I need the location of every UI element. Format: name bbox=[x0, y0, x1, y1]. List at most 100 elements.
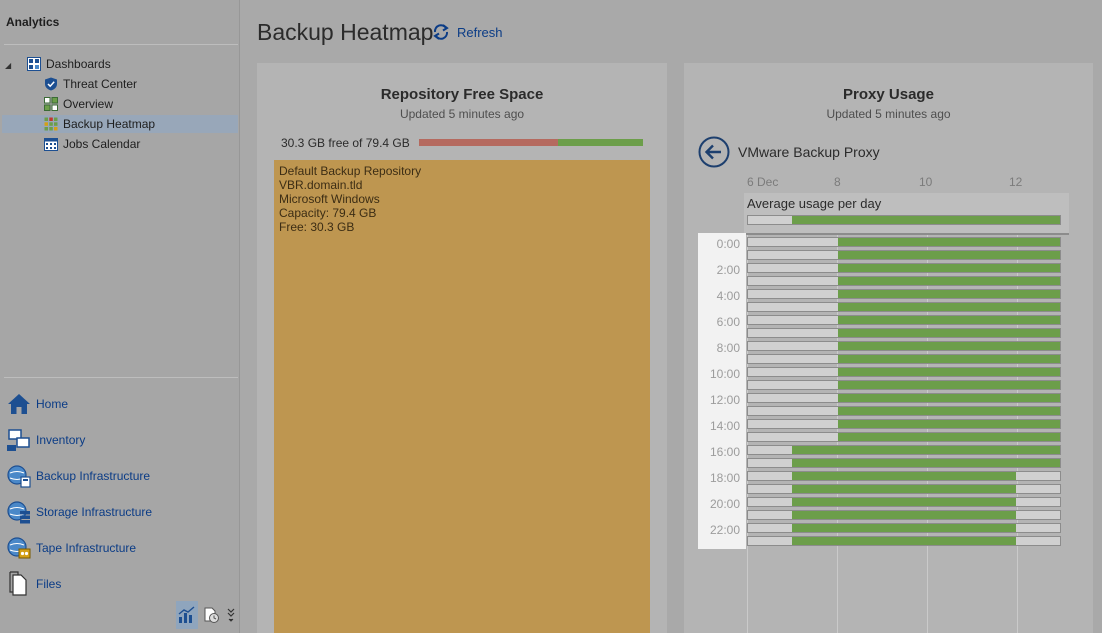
hour-label: 4:00 bbox=[716, 289, 740, 303]
heatmap-row[interactable] bbox=[747, 471, 1061, 481]
tree-item-threat-center[interactable]: Threat Center bbox=[44, 75, 137, 93]
more-icon bbox=[227, 608, 235, 622]
heatmap-row[interactable] bbox=[747, 367, 1061, 377]
repository-free: Free: 30.3 GB bbox=[279, 220, 355, 234]
tree-item-label: Backup Heatmap bbox=[63, 117, 156, 131]
more-views-button[interactable] bbox=[224, 601, 238, 629]
repository-tile[interactable]: Default Backup Repository VBR.domain.tld… bbox=[274, 160, 650, 633]
heatmap-row[interactable] bbox=[747, 341, 1061, 351]
hour-label: 20:00 bbox=[709, 497, 740, 511]
heatmap-row[interactable] bbox=[747, 536, 1061, 546]
back-arrow-icon[interactable] bbox=[698, 136, 730, 168]
proxy-header: VMware Backup Proxy bbox=[698, 136, 880, 168]
nav-item-label: Storage Infrastructure bbox=[36, 505, 153, 519]
backup-infrastructure-icon bbox=[7, 465, 31, 488]
proxy-usage-panel: Proxy Usage Updated 5 minutes ago VMware… bbox=[684, 63, 1093, 633]
tree-item-backup-heatmap[interactable]: Backup Heatmap bbox=[2, 115, 238, 133]
heatmap-row[interactable] bbox=[747, 263, 1061, 273]
nav-item-inventory[interactable]: Inventory bbox=[6, 426, 85, 454]
heatmap-row[interactable] bbox=[747, 380, 1061, 390]
refresh-button[interactable]: Refresh bbox=[432, 23, 503, 41]
average-usage-box: Average usage per day bbox=[744, 193, 1069, 235]
heatmap-row[interactable] bbox=[747, 328, 1061, 338]
tree-item-jobs-calendar[interactable]: Jobs Calendar bbox=[44, 135, 140, 153]
heatmap-usage-fill bbox=[791, 472, 1017, 480]
refresh-icon bbox=[433, 24, 449, 40]
heatmap-row[interactable] bbox=[747, 510, 1061, 520]
repository-name: Default Backup Repository bbox=[279, 164, 422, 178]
heatmap-usage-fill bbox=[838, 394, 1060, 402]
heatmap-row[interactable] bbox=[747, 354, 1061, 364]
hour-label: 14:00 bbox=[709, 419, 740, 433]
tape-infrastructure-icon bbox=[7, 537, 31, 559]
heatmap-row[interactable] bbox=[747, 302, 1061, 312]
sidebar: Analytics ◢ Dashboards Threat Center Ove… bbox=[0, 0, 240, 633]
page-title: Backup Heatmap bbox=[257, 19, 434, 45]
tree-item-overview[interactable]: Overview bbox=[44, 95, 113, 113]
heatmap-usage-fill bbox=[838, 433, 1060, 441]
tree-item-dashboards[interactable]: Dashboards bbox=[27, 55, 111, 73]
hour-labels-column: 0:00 2:00 4:00 6:00 8:00 10:00 12:00 14:… bbox=[698, 233, 746, 549]
hour-label: 22:00 bbox=[709, 523, 740, 537]
history-view-button[interactable] bbox=[200, 601, 222, 629]
x-axis-label: 10 bbox=[919, 175, 933, 189]
nav-item-label: Backup Infrastructure bbox=[36, 469, 151, 483]
heatmap-row[interactable] bbox=[747, 315, 1061, 325]
analytics-view-button[interactable] bbox=[176, 601, 198, 629]
heatmap-usage-fill bbox=[791, 524, 1017, 532]
heatmap-row[interactable] bbox=[747, 406, 1061, 416]
proxy-panel-updated: Updated 5 minutes ago bbox=[826, 107, 951, 121]
proxy-name: VMware Backup Proxy bbox=[738, 144, 880, 160]
heatmap-row[interactable] bbox=[747, 250, 1061, 260]
nav-item-backup-infrastructure[interactable]: Backup Infrastructure bbox=[6, 462, 150, 490]
heatmap-row[interactable] bbox=[747, 458, 1061, 468]
nav-item-files[interactable]: Files bbox=[6, 570, 61, 598]
repository-os: Microsoft Windows bbox=[279, 192, 380, 206]
dashboard-icon bbox=[27, 57, 41, 71]
repository-panel-updated: Updated 5 minutes ago bbox=[399, 107, 525, 121]
x-axis-label: 6 Dec bbox=[747, 175, 779, 189]
heatmap-usage-fill bbox=[838, 251, 1060, 259]
repository-capacity: Capacity: 79.4 GB bbox=[279, 206, 377, 220]
heatmap-usage-fill bbox=[791, 485, 1017, 493]
refresh-label: Refresh bbox=[457, 24, 503, 40]
heatmap-usage-fill bbox=[838, 420, 1060, 428]
repository-host: VBR.domain.tld bbox=[279, 178, 363, 192]
heatmap-usage-fill bbox=[838, 329, 1060, 337]
proxy-panel-title: Proxy Usage bbox=[843, 86, 934, 103]
sidebar-title: Analytics bbox=[6, 15, 60, 29]
nav-item-storage-infrastructure[interactable]: Storage Infrastructure bbox=[6, 498, 152, 526]
average-usage-bar[interactable] bbox=[747, 215, 1061, 225]
inventory-icon bbox=[7, 429, 30, 451]
heatmap-row[interactable] bbox=[747, 276, 1061, 286]
calendar-icon bbox=[44, 138, 58, 151]
nav-item-tape-infrastructure[interactable]: Tape Infrastructure bbox=[6, 534, 136, 562]
nav-item-label: Home bbox=[36, 397, 69, 411]
heatmap-row[interactable] bbox=[747, 289, 1061, 299]
heatmap-row[interactable] bbox=[747, 497, 1061, 507]
tree-expand-arrow-icon[interactable]: ◢ bbox=[5, 61, 12, 70]
heatmap-row[interactable] bbox=[747, 432, 1061, 442]
tree-item-label: Threat Center bbox=[63, 77, 138, 91]
heatmap-row[interactable] bbox=[747, 484, 1061, 494]
sidebar-divider bbox=[4, 44, 238, 45]
tree-item-label: Jobs Calendar bbox=[63, 137, 141, 151]
heatmap-row[interactable] bbox=[747, 445, 1061, 455]
average-usage-fill bbox=[791, 216, 1060, 224]
nav-item-home[interactable]: Home bbox=[6, 390, 68, 418]
x-axis-label: 8 bbox=[834, 175, 841, 189]
heatmap-row[interactable] bbox=[747, 393, 1061, 403]
heatmap-usage-fill bbox=[838, 264, 1060, 272]
sidebar-divider bbox=[4, 377, 238, 378]
heatmap-row[interactable] bbox=[747, 523, 1061, 533]
heatmap-row[interactable] bbox=[747, 419, 1061, 429]
hour-label: 16:00 bbox=[709, 445, 740, 459]
repository-panel-title: Repository Free Space bbox=[380, 86, 544, 103]
repository-free-bar bbox=[419, 139, 643, 146]
overview-icon bbox=[44, 97, 58, 111]
heatmap-usage-fill bbox=[838, 355, 1060, 363]
heatmap-usage-fill bbox=[838, 368, 1060, 376]
nav-item-label: Files bbox=[36, 577, 62, 591]
heatmap-row[interactable] bbox=[747, 237, 1061, 247]
heatmap-usage-fill bbox=[838, 407, 1060, 415]
